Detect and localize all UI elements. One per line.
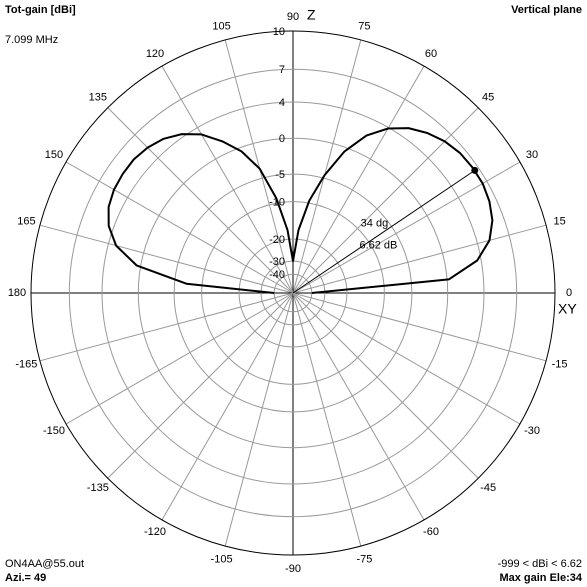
r-tick-label: -40 (269, 269, 285, 281)
max-value-label: 6.62 dB (359, 239, 397, 251)
r-tick-label: 4 (279, 97, 285, 109)
spoke (39, 224, 294, 294)
angle-tick-label: 15 (553, 215, 565, 227)
max-gain: Max gain Ele:34 (499, 572, 582, 584)
angle-tick-label: -90 (285, 563, 301, 575)
angle-tick-label: -120 (144, 526, 166, 538)
ring (137, 137, 449, 449)
spoke (292, 292, 425, 521)
spoke (292, 224, 547, 294)
angle-tick-label: -135 (87, 482, 109, 494)
angle-tick-label: -30 (524, 425, 540, 437)
r-tick-label: -20 (269, 234, 285, 246)
chart-title: Tot-gain [dBi] (5, 4, 76, 16)
angle-tick-label: -150 (43, 425, 65, 437)
ring (201, 201, 385, 385)
ring (173, 173, 413, 413)
angle-tick-label: 30 (526, 149, 538, 161)
spoke (107, 107, 294, 294)
angle-tick-label: 120 (146, 48, 164, 60)
file-name: ON4AA@55.out (5, 558, 84, 570)
spoke (292, 292, 362, 547)
ring (101, 101, 485, 485)
spoke (292, 39, 362, 294)
spoke (65, 292, 294, 425)
xy-axis-label: XY (558, 301, 577, 317)
angle-tick-label: 90 (287, 11, 299, 23)
spoke (107, 292, 294, 479)
r-tick-label: 7 (279, 64, 285, 76)
spoke (224, 39, 294, 294)
r-tick-label: -5 (275, 169, 285, 181)
spoke (292, 65, 425, 294)
max-angle-label: 34 dg (361, 217, 389, 229)
angle-tick-label: 0 (566, 287, 572, 299)
angle-tick-label: 135 (89, 92, 107, 104)
azimuth: Azi.= 49 (5, 572, 46, 584)
max-marker (471, 166, 479, 174)
spoke (292, 292, 521, 425)
spoke (161, 65, 294, 294)
gain-pattern (107, 127, 494, 294)
ring (68, 68, 518, 518)
subtitle: Vertical plane (511, 4, 582, 16)
angle-tick-label: 165 (17, 215, 35, 227)
spoke (65, 161, 294, 294)
angle-tick-label: 180 (8, 287, 26, 299)
angle-tick-label: -165 (15, 358, 37, 370)
z-axis-label: Z (307, 7, 316, 23)
frequency: 7.099 MHz (5, 34, 58, 46)
spoke (292, 107, 479, 294)
range: -999 < dBi < 6.62 (498, 558, 582, 570)
angle-tick-label: -15 (552, 358, 568, 370)
ring (238, 238, 348, 348)
spoke (292, 292, 479, 479)
spoke (224, 292, 294, 547)
angle-tick-label: 150 (45, 149, 63, 161)
ring (30, 30, 556, 556)
angle-tick-label: -105 (211, 554, 233, 566)
angle-tick-label: -45 (480, 482, 496, 494)
angle-tick-label: 105 (212, 20, 230, 32)
grid (30, 30, 556, 556)
r-tick-label: 0 (279, 133, 285, 145)
angle-tick-label: 45 (482, 92, 494, 104)
spoke (161, 292, 294, 521)
angle-tick-label: 75 (358, 20, 370, 32)
max-line (292, 169, 476, 294)
spoke (292, 292, 547, 362)
angle-tick-label: -60 (423, 526, 439, 538)
angle-tick-label: 60 (425, 48, 437, 60)
r-tick-label: 10 (273, 26, 285, 38)
spoke (39, 292, 294, 362)
r-tick-label: -30 (269, 256, 285, 268)
angle-tick-label: -75 (356, 554, 372, 566)
